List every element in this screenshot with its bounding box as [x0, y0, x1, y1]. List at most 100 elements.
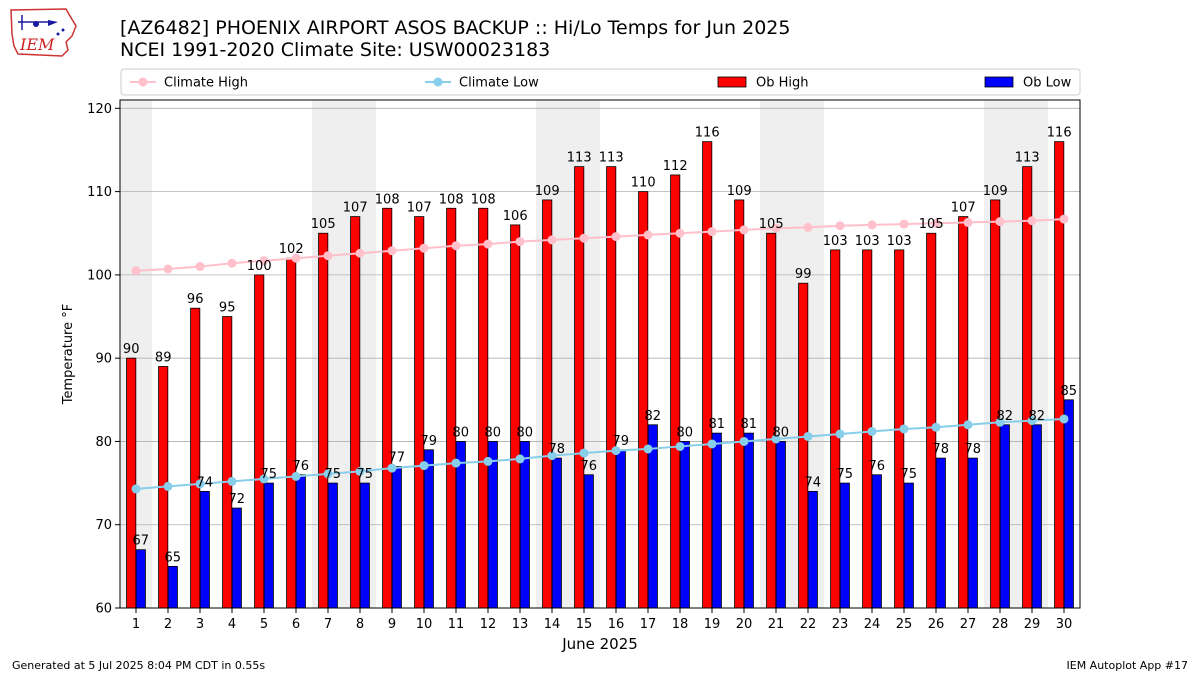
- climate-high-point-26: [931, 218, 941, 228]
- climate-low-point-17: [643, 444, 653, 454]
- legend-box: [120, 68, 1081, 96]
- climate-high-point-22: [803, 222, 813, 232]
- label-high-12: 108: [471, 192, 496, 207]
- climate-high-point-15: [579, 233, 589, 243]
- climate-high-point-24: [867, 220, 877, 230]
- climate-high-point-21: [771, 223, 781, 233]
- climate-high-point-14: [547, 235, 557, 245]
- climate-low-point-6: [291, 471, 301, 481]
- bar-high-20: [734, 199, 745, 609]
- climate-low-point-11: [451, 458, 461, 468]
- label-low-30: 85: [1061, 384, 1078, 399]
- climate-low-point-23: [835, 429, 845, 439]
- climate-low-point-22: [803, 431, 813, 441]
- label-low-2: 65: [165, 550, 182, 565]
- label-low-18: 80: [677, 425, 694, 440]
- label-high-3: 96: [187, 292, 204, 307]
- label-low-25: 75: [901, 467, 918, 482]
- climate-high-point-11: [451, 241, 461, 251]
- bar-high-11: [446, 207, 457, 609]
- label-low-21: 80: [773, 425, 790, 440]
- climate-low-point-29: [1027, 416, 1037, 426]
- bar-high-3: [190, 307, 201, 609]
- bar-high-29: [1022, 166, 1033, 609]
- climate-high-point-4: [227, 258, 237, 268]
- bar-high-17: [638, 191, 649, 609]
- bar-high-4: [222, 316, 233, 609]
- bar-low-15: [583, 474, 594, 609]
- xtick-label-1: 1: [132, 617, 140, 632]
- label-low-26: 78: [933, 442, 950, 457]
- climate-low-point-21: [771, 434, 781, 444]
- label-high-20: 109: [727, 184, 752, 199]
- bar-low-16: [615, 449, 626, 609]
- bar-low-22: [807, 491, 818, 609]
- bar-low-13: [519, 441, 530, 609]
- xtick-label-3: 3: [196, 617, 204, 632]
- legend-ob-high-swatch: [717, 76, 747, 88]
- label-high-9: 108: [375, 192, 400, 207]
- climate-high-point-5: [259, 256, 269, 266]
- bar-high-9: [382, 207, 393, 609]
- bar-low-3: [199, 491, 210, 609]
- footer-generated: Generated at 5 Jul 2025 8:04 PM CDT in 0…: [12, 659, 266, 672]
- label-high-18: 112: [663, 159, 688, 174]
- climate-low-point-28: [995, 417, 1005, 427]
- xtick-label-27: 27: [960, 617, 977, 632]
- bar-high-10: [414, 216, 425, 609]
- label-high-1: 90: [123, 342, 140, 357]
- climate-high-point-9: [387, 246, 397, 256]
- climate-low-point-2: [163, 481, 173, 491]
- bar-low-26: [935, 457, 946, 609]
- label-high-17: 110: [631, 176, 656, 191]
- label-low-11: 80: [453, 425, 470, 440]
- xtick-label-5: 5: [260, 617, 268, 632]
- label-low-28: 82: [997, 409, 1014, 424]
- label-high-6: 102: [279, 242, 304, 257]
- label-low-22: 74: [805, 475, 822, 490]
- xtick-label-19: 19: [704, 617, 721, 632]
- climate-lines: [131, 214, 1069, 494]
- bar-high-26: [926, 232, 937, 609]
- climate-high-point-29: [1027, 216, 1037, 226]
- bar-high-5: [254, 274, 265, 609]
- xtick-label-30: 30: [1056, 617, 1073, 632]
- climate-low-point-12: [483, 456, 493, 466]
- label-high-24: 103: [855, 234, 880, 249]
- climate-low-point-25: [899, 424, 909, 434]
- xtick-label-22: 22: [800, 617, 817, 632]
- ytick-label-110: 110: [87, 185, 112, 200]
- x-axis-label: June 2025: [561, 635, 638, 653]
- climate-low-point-15: [579, 448, 589, 458]
- climate-low-point-8: [355, 466, 365, 476]
- label-low-15: 76: [581, 459, 598, 474]
- climate-low-point-14: [547, 451, 557, 461]
- label-high-21: 105: [759, 217, 784, 232]
- bar-low-21: [775, 441, 786, 609]
- label-high-13: 106: [503, 209, 528, 224]
- climate-high-point-3: [195, 262, 205, 272]
- bar-low-5: [263, 482, 274, 609]
- climate-low-point-5: [259, 474, 269, 484]
- climate-low-point-19: [707, 439, 717, 449]
- climate-low-point-9: [387, 463, 397, 473]
- bar-high-12: [478, 207, 489, 609]
- bar-high-19: [702, 141, 713, 609]
- bar-high-21: [766, 232, 777, 609]
- xtick-label-14: 14: [544, 617, 561, 632]
- xtick-label-18: 18: [672, 617, 689, 632]
- climate-high-point-2: [163, 264, 173, 274]
- xtick-label-4: 4: [228, 617, 236, 632]
- label-low-27: 78: [965, 442, 982, 457]
- chart-title: [AZ6482] PHOENIX AIRPORT ASOS BACKUP :: …: [120, 17, 791, 39]
- label-low-29: 82: [1029, 409, 1046, 424]
- bar-low-25: [903, 482, 914, 609]
- bar-low-1: [135, 549, 146, 609]
- label-high-4: 95: [219, 301, 236, 316]
- iem-logo: IEM: [8, 6, 80, 60]
- legend-ob-high-label: Ob High: [756, 76, 809, 91]
- climate-high-point-13: [515, 237, 525, 247]
- xtick-label-21: 21: [768, 617, 785, 632]
- xtick-label-29: 29: [1024, 617, 1041, 632]
